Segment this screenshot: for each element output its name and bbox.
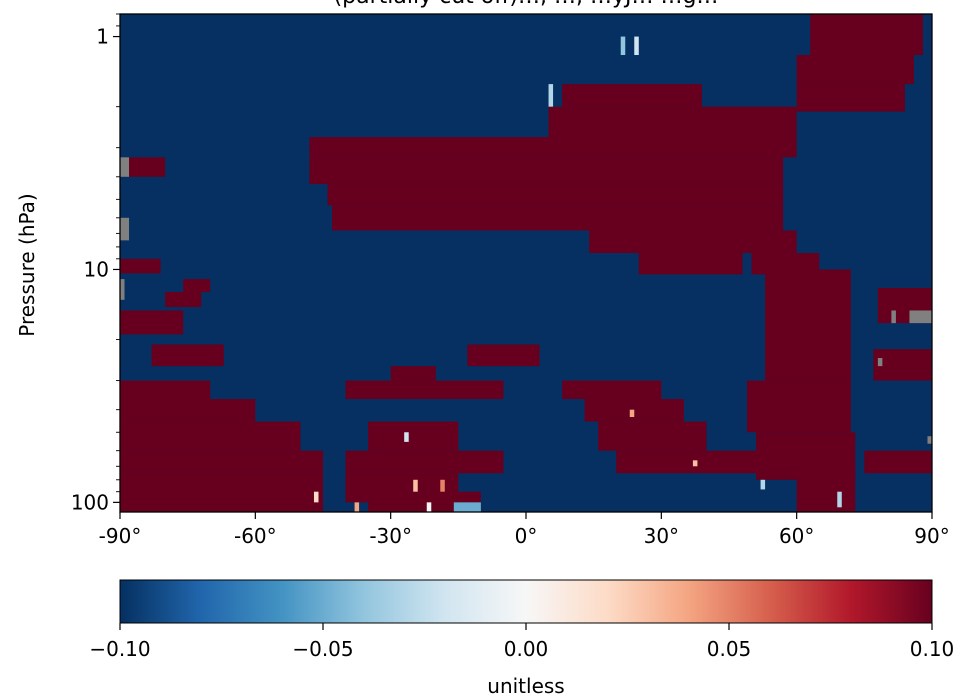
heatmap-cell xyxy=(120,380,211,400)
heatmap-cell xyxy=(426,502,432,512)
x-tick-label: 60° xyxy=(779,524,814,548)
colorbar-axis: −0.10 −0.05 0.00 0.05 0.10 xyxy=(89,623,954,661)
heatmap-cell xyxy=(120,421,301,451)
heatmap-cell xyxy=(548,106,797,138)
missing-cell xyxy=(877,358,883,367)
heatmap-cell xyxy=(120,258,161,274)
heatmap-cell xyxy=(404,432,409,442)
heatmap-cell xyxy=(584,399,684,422)
heatmap-cell xyxy=(120,399,256,422)
x-tick-label: -60° xyxy=(234,524,277,548)
heatmap-cell xyxy=(309,137,797,158)
y-tick-label: 100 xyxy=(71,490,109,514)
heatmap-cell xyxy=(562,84,702,107)
y-axis-label: Pressure (hPa) xyxy=(15,193,39,336)
x-tick-label: -90° xyxy=(99,524,142,548)
heatmap-cell xyxy=(616,450,797,474)
chart-title: (partially cut off)…, …, …yJ… …g… xyxy=(120,0,932,9)
heatmap-cell xyxy=(692,460,698,467)
heatmap-cell xyxy=(629,409,635,417)
heatmap-cell xyxy=(864,450,932,474)
heatmap-cell xyxy=(837,491,842,508)
heatmap-cell xyxy=(873,349,932,381)
heatmap-cell xyxy=(796,84,905,112)
heatmap-cell xyxy=(368,421,459,451)
heatmap-cell xyxy=(440,479,445,492)
heatmap-cell xyxy=(165,292,202,308)
x-tick-label: 0° xyxy=(515,524,538,548)
x-axis: -90° -60° -30° 0° 30° 60° 90° xyxy=(99,512,950,548)
x-tick-label: -30° xyxy=(369,524,412,548)
heatmap-cell xyxy=(345,450,504,474)
heatmap-cell xyxy=(634,36,639,56)
heatmap-cell xyxy=(598,421,707,451)
missing-cell xyxy=(909,310,932,324)
heatmap-cell xyxy=(129,157,166,177)
colorbar-tick-label: 0.10 xyxy=(910,637,955,661)
x-tick-label: 30° xyxy=(644,524,679,548)
colorbar-label: unitless xyxy=(487,674,564,698)
heatmap-cell xyxy=(327,184,784,206)
heatmap-cell xyxy=(796,473,856,512)
y-tick-label: 10 xyxy=(84,257,109,281)
heatmap-cell xyxy=(313,491,319,503)
colorbar xyxy=(119,579,933,624)
heatmap-cell xyxy=(562,380,662,400)
missing-cell xyxy=(927,436,932,444)
missing-cell xyxy=(891,310,896,324)
colorbar-tick-label: −0.05 xyxy=(292,637,353,661)
missing-cell xyxy=(120,279,125,300)
heatmap-cell xyxy=(120,310,184,335)
heatmap-cell xyxy=(796,55,914,85)
heatmap-cell xyxy=(810,14,923,56)
heatmap-cell xyxy=(345,380,504,400)
heatmap-cell xyxy=(120,450,323,474)
heatmap-cell xyxy=(332,205,784,231)
y-tick-label: 1 xyxy=(96,25,109,49)
heatmap-cell xyxy=(638,253,743,275)
heatmap-cell xyxy=(453,502,481,512)
heatmap-cell xyxy=(548,84,554,107)
heatmap-cell xyxy=(183,279,211,293)
missing-cell xyxy=(120,217,130,241)
heatmap-cell xyxy=(751,253,820,275)
colorbar-tick-label: −0.10 xyxy=(89,637,150,661)
heatmap-cell xyxy=(354,502,360,512)
missing-cell xyxy=(120,157,130,177)
heatmap-cell xyxy=(765,269,851,381)
heatmap-cells xyxy=(120,14,932,512)
heatmap-cell xyxy=(747,380,851,433)
heatmap-cell xyxy=(760,479,766,490)
colorbar-tick-label: 0.00 xyxy=(504,637,549,661)
heatmap-cell xyxy=(390,366,436,381)
heatmap-cell xyxy=(309,157,784,185)
heatmap-cell xyxy=(413,479,418,492)
heatmap-cell xyxy=(368,491,481,512)
x-tick-label: 90° xyxy=(914,524,949,548)
heatmap-cell xyxy=(589,230,797,254)
heatmap-cell xyxy=(467,344,540,367)
colorbar-tick-label: 0.05 xyxy=(707,637,752,661)
heatmap-cell xyxy=(151,344,224,367)
heatmap-cell xyxy=(120,473,323,512)
y-axis: 1 10 100 xyxy=(71,13,120,514)
heatmap-cell xyxy=(620,36,626,56)
